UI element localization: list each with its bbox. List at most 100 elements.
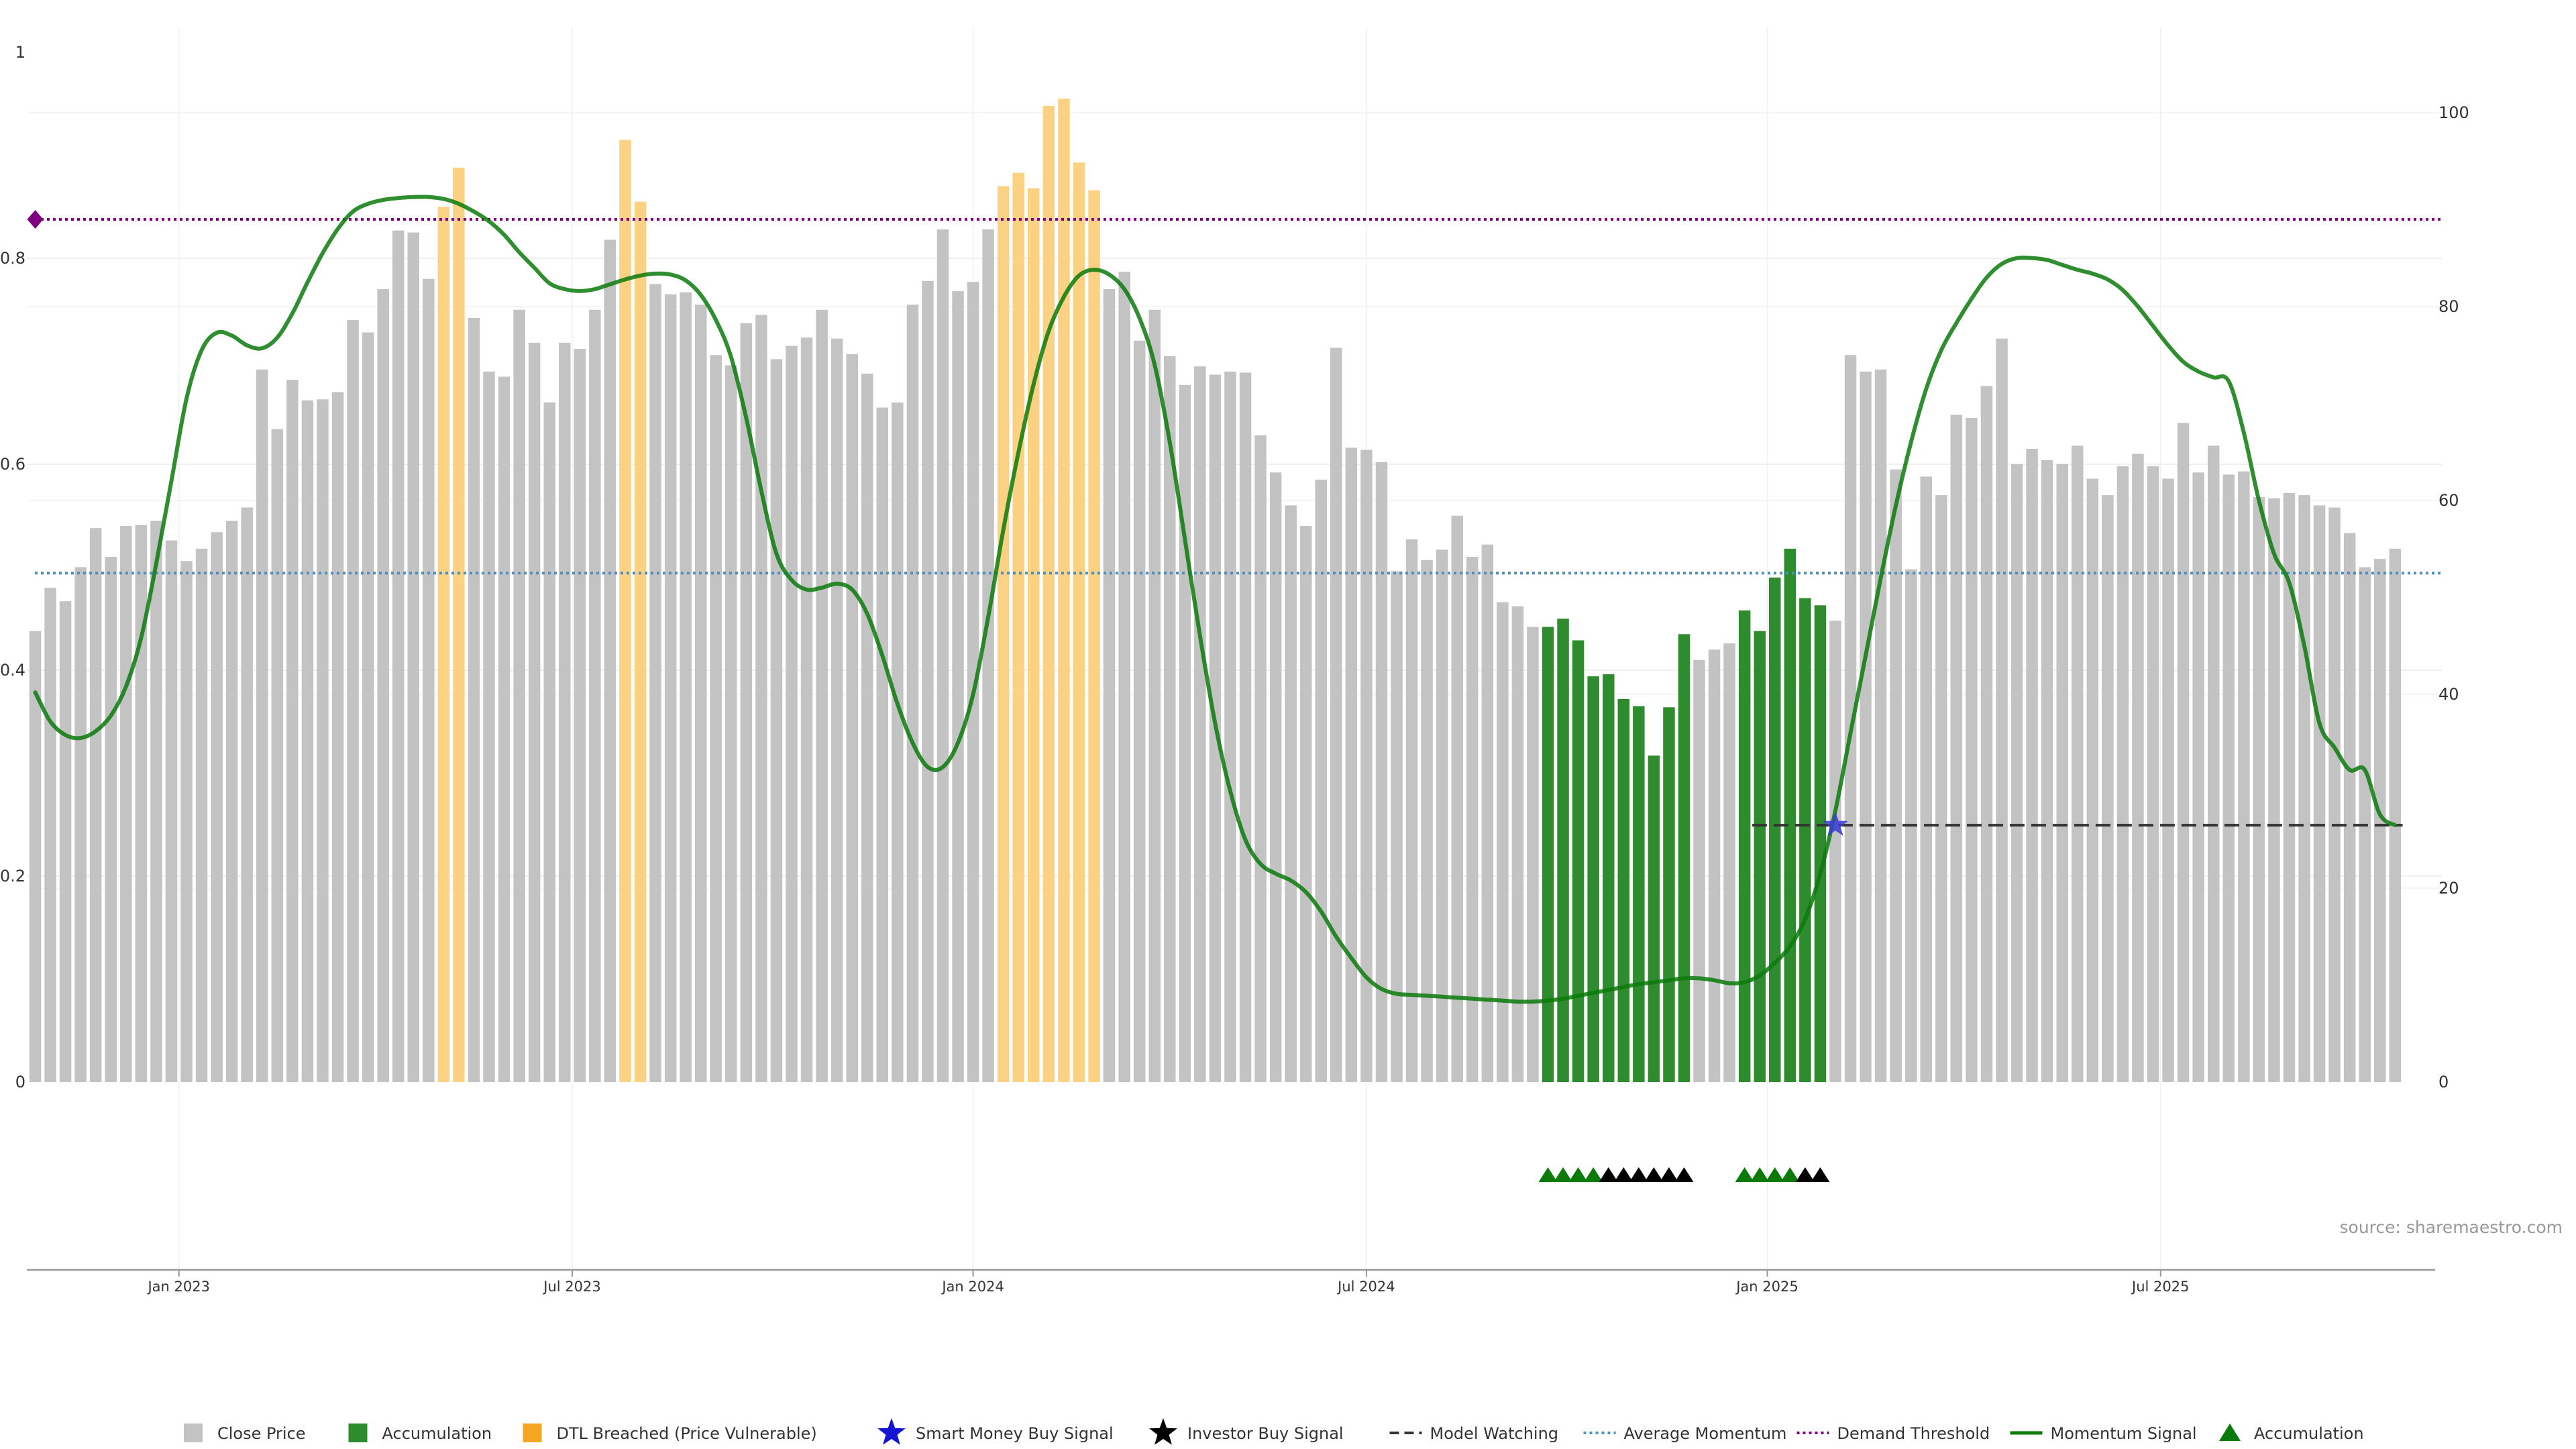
axes: 0 0.2 0.4 0.6 0.8 1 0 20 40 60 80 100 Jan 2023 Jul 20…	[0, 43, 2469, 1295]
signal-markers	[1538, 812, 1848, 1182]
close-price-bar	[2162, 478, 2174, 1082]
close-price-bar	[1224, 371, 1236, 1082]
close-price-bar	[2192, 472, 2204, 1082]
close-price-bar	[2298, 495, 2310, 1082]
investor-buy-signal-triangle	[1599, 1167, 1618, 1182]
close-price-bar	[800, 337, 813, 1083]
close-price-bar	[2010, 464, 2023, 1082]
accumulation-bar	[1784, 548, 1796, 1082]
legend-label: Investor Buy Signal	[1187, 1424, 1344, 1443]
accumulation-triangle	[1538, 1167, 1558, 1182]
close-price-bar	[830, 338, 843, 1083]
close-price-bar	[120, 526, 132, 1082]
dtl-breached-bar	[634, 201, 647, 1083]
close-price-bar	[286, 380, 299, 1082]
close-price-bar	[483, 371, 495, 1082]
close-price-bar	[2086, 478, 2099, 1082]
legend-label: Momentum Signal	[2051, 1424, 2197, 1443]
right-axis-tick-label: 100	[2438, 103, 2469, 122]
x-axis-tick-label: Jan 2023	[146, 1279, 210, 1295]
x-axis-tick-label: Jan 2025	[1735, 1279, 1799, 1295]
close-price-bar	[936, 229, 949, 1082]
legend-star	[877, 1418, 906, 1445]
dtl-breached-bar	[1058, 99, 1070, 1083]
close-price-bar	[922, 280, 934, 1082]
close-price-bar	[513, 309, 525, 1083]
legend-swatch	[348, 1424, 368, 1442]
close-price-bar	[846, 354, 858, 1082]
close-price-bar	[1966, 417, 1978, 1082]
close-price-bar	[604, 239, 616, 1082]
dtl-breached-bar	[998, 186, 1010, 1082]
legend-label: Average Momentum	[1624, 1424, 1787, 1443]
x-axis-tick-label: Jan 2024	[941, 1279, 1004, 1295]
left-axis-tick-label: 0.2	[0, 867, 25, 885]
close-price-bar	[2313, 505, 2326, 1082]
left-axis-tick-label: 0.6	[0, 455, 25, 474]
close-price-bar	[680, 292, 692, 1083]
close-price-bar	[29, 631, 42, 1082]
smart-money-buy-signal-star	[1822, 812, 1848, 837]
accumulation-bar	[1572, 640, 1585, 1082]
close-price-bar	[1421, 559, 1433, 1082]
left-axis-tick-label: 0.8	[0, 249, 25, 268]
accumulation-bar	[1633, 706, 1645, 1082]
close-price-bar	[710, 355, 722, 1082]
close-price-bar	[1708, 649, 1721, 1082]
accumulation-triangle	[1584, 1167, 1603, 1182]
close-price-bar	[423, 278, 435, 1083]
close-price-bar	[1829, 621, 1841, 1082]
momentum-signal-line	[33, 195, 2398, 1004]
close-price-bar	[755, 315, 767, 1082]
close-price-bar	[2041, 460, 2053, 1082]
close-price-bar	[2026, 449, 2038, 1082]
legend-swatch	[523, 1424, 542, 1442]
close-price-bar	[1860, 371, 1872, 1082]
close-price-bar	[44, 588, 56, 1082]
close-price-bar	[1315, 480, 1327, 1082]
right-axis-tick-label: 40	[2438, 685, 2459, 704]
legend-label: Model Watching	[1430, 1424, 1559, 1443]
dtl-breached-bar	[437, 207, 450, 1083]
close-price-bar	[2389, 548, 2402, 1082]
close-price-bar	[816, 309, 828, 1083]
close-price-bar	[2056, 464, 2068, 1082]
accumulation-triangle	[1554, 1167, 1573, 1182]
left-axis-tick-label: 0	[15, 1073, 25, 1091]
close-price-bar	[2343, 533, 2356, 1082]
close-price-bar	[1360, 449, 1373, 1082]
close-price-bar	[589, 309, 601, 1083]
accumulation-bar	[1648, 755, 1660, 1082]
legend-symbol-star	[1149, 1418, 1177, 1445]
close-price-bar	[2177, 423, 2190, 1082]
close-price-bar	[2268, 498, 2280, 1082]
close-price-bar	[1723, 643, 1735, 1082]
close-price-bar	[2132, 453, 2144, 1082]
dtl-breached-bar	[1042, 105, 1055, 1082]
x-axis-tick-label: Jul 2024	[1336, 1279, 1395, 1295]
close-price-bar	[2147, 466, 2159, 1082]
right-axis-tick-label: 20	[2438, 879, 2459, 898]
accumulation-bar	[1587, 676, 1599, 1082]
dtl-breached-bar	[1012, 172, 1024, 1083]
close-price-bar	[2072, 445, 2084, 1082]
close-price-bar	[241, 507, 253, 1082]
close-price-bar	[1497, 602, 1509, 1082]
legend-symbol-star	[877, 1418, 906, 1445]
legend-label: Accumulation	[2254, 1424, 2364, 1443]
close-price-bar	[1844, 355, 1857, 1082]
close-price-bar	[1300, 526, 1312, 1082]
close-price-bar	[195, 548, 208, 1082]
right-axis-tick-label: 0	[2438, 1073, 2449, 1091]
dtl-breached-bar	[453, 167, 465, 1082]
x-axis-tick-label: Jul 2023	[542, 1279, 600, 1295]
close-price-bar	[1330, 347, 1342, 1082]
close-price-bar	[1996, 338, 2008, 1083]
close-price-bar	[1511, 606, 1524, 1082]
accumulation-triangle	[1735, 1167, 1754, 1182]
accumulation-bar	[1663, 707, 1675, 1082]
accumulation-triangle	[1765, 1167, 1784, 1182]
close-price-bar	[1103, 289, 1116, 1082]
legend-label: Smart Money Buy Signal	[916, 1424, 1114, 1443]
close-price-bar	[1239, 372, 1252, 1082]
